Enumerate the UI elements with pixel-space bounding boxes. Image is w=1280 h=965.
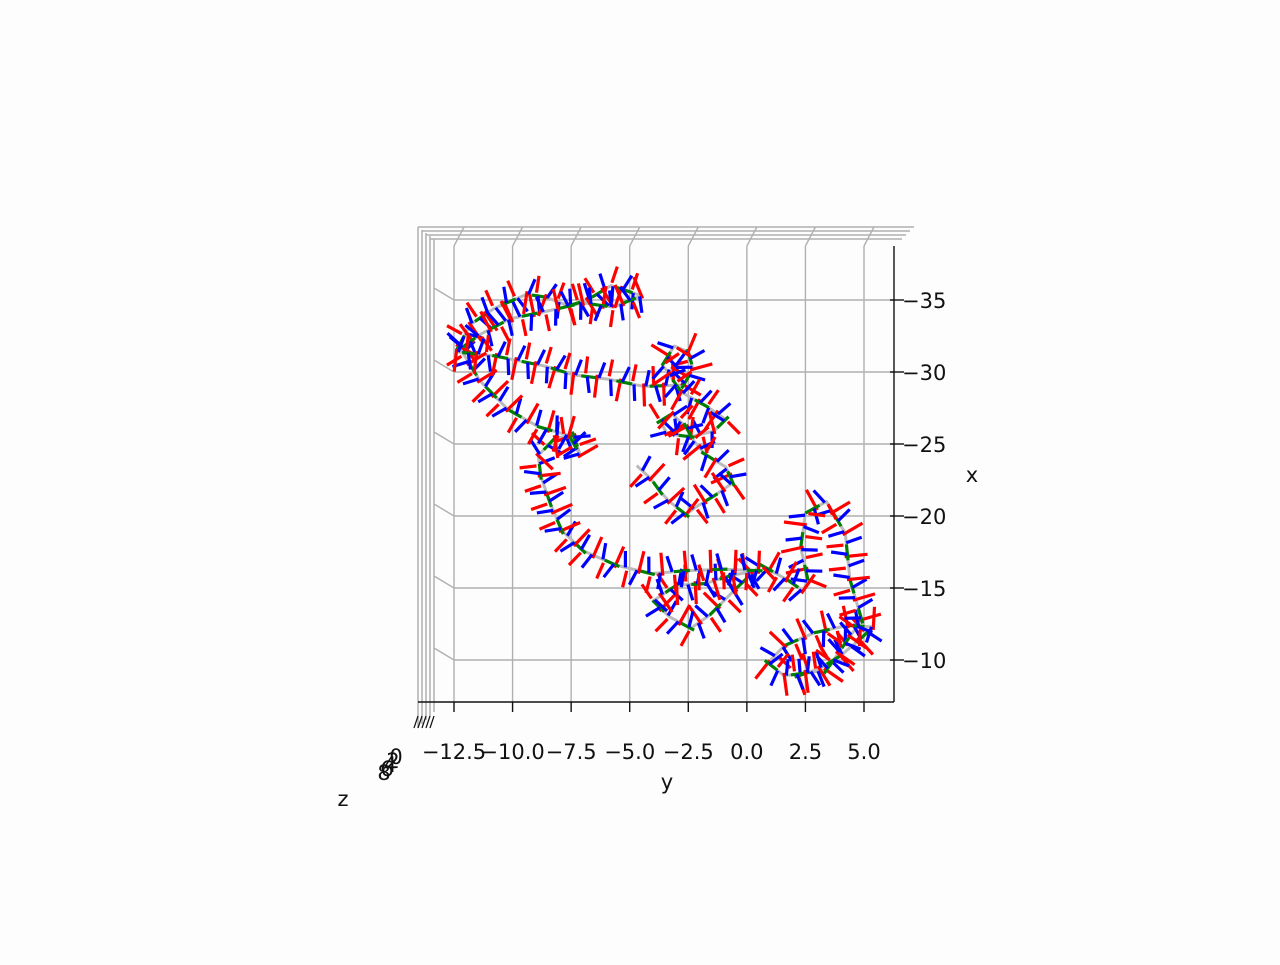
grid-line-top-skew bbox=[864, 227, 874, 246]
frame-glyph-blue bbox=[524, 472, 540, 474]
y-tick-label: −10 bbox=[902, 649, 946, 673]
frame-glyph-blue bbox=[587, 377, 589, 393]
frame-glyph-red bbox=[808, 514, 825, 516]
frame-glyph-red bbox=[699, 573, 700, 590]
x-tick-label: 5.0 bbox=[847, 740, 880, 764]
z-axis-title: z bbox=[337, 787, 348, 811]
frame-glyph-blue bbox=[823, 631, 824, 648]
frame-glyph-blue bbox=[807, 656, 809, 672]
frame-glyph-blue bbox=[531, 314, 532, 331]
x-axis-title: x bbox=[966, 463, 978, 487]
y-tick-label: −15 bbox=[902, 577, 946, 601]
frame-glyph-blue bbox=[640, 296, 642, 312]
x-tick-label: −2.5 bbox=[663, 740, 714, 764]
frame-glyph-blue bbox=[570, 289, 571, 306]
frame-glyph-red bbox=[873, 607, 874, 630]
z-tick-mark bbox=[430, 716, 434, 728]
frame-glyph-red bbox=[467, 333, 469, 350]
frame-glyph-blue bbox=[786, 659, 788, 675]
x-tick-label: −12.5 bbox=[422, 740, 486, 764]
grid-line-side-skew bbox=[434, 648, 454, 660]
frame-glyph-blue bbox=[565, 373, 566, 390]
grid-line-top-skew bbox=[805, 227, 815, 246]
frame-glyph-blue bbox=[801, 550, 818, 551]
frame-glyph-green bbox=[711, 569, 727, 570]
frame-glyph-green bbox=[846, 544, 848, 560]
frame-glyph-green bbox=[747, 570, 763, 571]
y-tick-label: −20 bbox=[902, 505, 946, 529]
frame-glyph-blue bbox=[845, 618, 862, 619]
frame-glyph-blue bbox=[468, 353, 470, 369]
grid-line-side-skew bbox=[434, 576, 454, 588]
frame-glyph-blue bbox=[530, 492, 546, 493]
y-tick-label: −30 bbox=[902, 361, 946, 385]
frame-glyph-red bbox=[520, 466, 537, 468]
frame-glyph-red bbox=[644, 383, 645, 406]
frame-glyph-red bbox=[813, 652, 815, 669]
grid-line-side-skew bbox=[434, 432, 454, 444]
frame-glyph-blue bbox=[528, 363, 529, 380]
frame-glyph-red bbox=[586, 357, 588, 374]
frame-glyph-blue bbox=[589, 288, 591, 304]
frame-glyph-blue bbox=[634, 384, 635, 401]
grid-line-top-skew bbox=[513, 227, 523, 246]
grid-line-top-skew bbox=[571, 227, 581, 246]
frame-glyph-blue bbox=[789, 515, 805, 517]
frame-glyph-blue bbox=[488, 355, 490, 371]
frame-glyph-red bbox=[661, 553, 663, 576]
frame-glyph-red bbox=[675, 575, 676, 592]
frame-glyph-blue bbox=[610, 291, 612, 307]
grid-line-side-skew bbox=[434, 504, 454, 516]
frame-glyph-blue bbox=[508, 359, 509, 376]
frame-glyph-green bbox=[539, 464, 541, 480]
frame-glyph-red bbox=[792, 655, 794, 672]
x-tick-label: −5.0 bbox=[604, 740, 655, 764]
y-axis-title: y bbox=[661, 770, 673, 794]
grid-line-top-skew bbox=[747, 227, 757, 246]
frame-glyph-red bbox=[677, 438, 679, 455]
frame-glyph-red bbox=[805, 537, 822, 539]
frame-glyph-red bbox=[653, 366, 654, 383]
frame-glyph-red bbox=[487, 335, 489, 352]
frame-glyph-green bbox=[674, 570, 690, 571]
frame-glyph-red bbox=[827, 545, 844, 547]
frame-glyph-blue bbox=[715, 564, 716, 581]
frame-glyph-red bbox=[664, 383, 665, 406]
y-tick-label: −35 bbox=[902, 289, 946, 313]
frame-glyph-red bbox=[829, 568, 846, 570]
frame-glyph-green bbox=[581, 376, 597, 378]
frame-glyph-blue bbox=[786, 538, 802, 540]
grid-line-top-skew bbox=[454, 227, 464, 246]
y-tick-label: −25 bbox=[902, 433, 946, 457]
frame-glyph-blue bbox=[611, 380, 612, 397]
x-tick-label: −7.5 bbox=[546, 740, 597, 764]
x-tick-label: 0.0 bbox=[730, 740, 763, 764]
x-tick-label: 2.5 bbox=[789, 740, 822, 764]
x-tick-label: −10.0 bbox=[480, 740, 544, 764]
frame-glyph-red bbox=[746, 573, 747, 590]
frame-glyph-green bbox=[591, 304, 607, 306]
frame-glyph-blue bbox=[839, 598, 855, 599]
frame-glyph-red bbox=[710, 550, 711, 573]
frame-glyph-red bbox=[735, 550, 736, 573]
frame-glyph-red bbox=[724, 572, 725, 589]
frame-glyph-blue bbox=[831, 552, 847, 554]
z-tick-label: 8 bbox=[377, 761, 390, 785]
frame-glyph-blue bbox=[557, 415, 558, 432]
grid-line-side-skew bbox=[434, 288, 454, 300]
frame-glyph-blue bbox=[546, 367, 547, 384]
grid-line-top-skew bbox=[688, 227, 698, 246]
grid-line-top-skew bbox=[630, 227, 640, 246]
